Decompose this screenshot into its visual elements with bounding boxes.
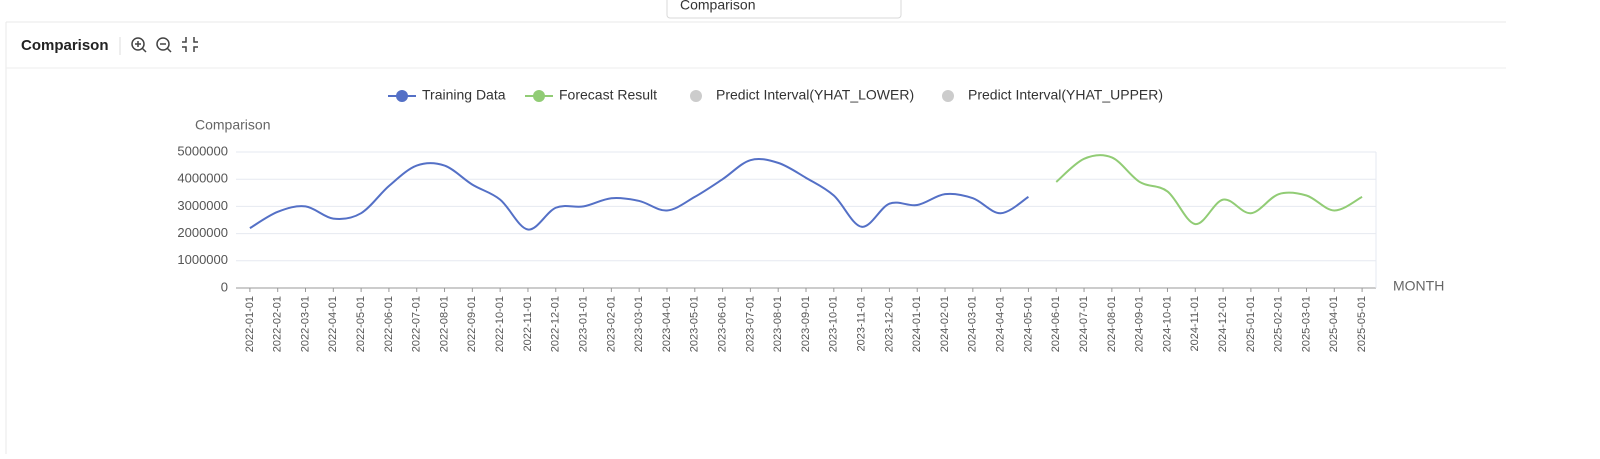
x-tick-label: 2023-01-01 [577,296,589,352]
y-tick-label: 2000000 [177,225,228,240]
x-tick-label: 2025-01-01 [1245,296,1257,352]
x-tick-label: 2022-09-01 [466,296,478,352]
x-tick-label: 2022-06-01 [383,296,395,352]
y-tick-label: 5000000 [177,143,228,158]
x-tick-label: 2022-03-01 [299,296,311,352]
x-tick-label: 2023-03-01 [633,296,645,352]
zoom-in[interactable] [131,37,147,53]
x-tick-label: 2024-03-01 [967,296,979,352]
x-tick-label: 2023-06-01 [716,296,728,352]
x-tick-label: 2023-12-01 [883,296,895,352]
x-tick-label: 2024-05-01 [1022,296,1034,352]
y-tick-label: 4000000 [177,171,228,186]
x-tick-label: 2024-02-01 [939,296,951,352]
x-tick-label: 2024-12-01 [1217,296,1229,352]
x-tick-label: 2025-02-01 [1273,296,1285,352]
y-tick-label: 0 [221,279,228,294]
legend-label: Training Data [422,87,506,103]
series-line [249,158,1029,231]
x-tick-label: 2025-03-01 [1300,296,1312,352]
legend-label: Predict Interval(YHAT_LOWER) [716,87,914,103]
legend-marker [396,90,408,102]
x-tick-label: 2022-05-01 [355,296,367,352]
x-tick-label: 2024-11-01 [1189,296,1201,351]
dropdown-text: Comparison [680,0,755,13]
y-tick-label: 3000000 [177,198,228,213]
x-tick-label: 2022-01-01 [244,296,256,352]
x-tick-label: 2024-10-01 [1161,296,1173,352]
x-tick-label: 2024-09-01 [1134,296,1146,352]
x-tick-label: 2022-07-01 [411,296,423,352]
x-tick-label: 2023-10-01 [828,296,840,352]
x-tick-label: 2022-04-01 [327,296,339,352]
legend-label: Forecast Result [559,87,657,103]
collapse[interactable] [182,37,198,52]
x-tick-label: 2024-07-01 [1078,296,1090,352]
x-tick-label: 2023-07-01 [744,296,756,352]
x-tick-label: 2022-12-01 [550,296,562,352]
dropdown[interactable] [666,0,902,19]
legend-marker [942,90,954,102]
x-tick-label: 2025-04-01 [1328,296,1340,352]
legend-label: Predict Interval(YHAT_UPPER) [968,87,1163,103]
x-tick-label: 2022-11-01 [522,296,534,351]
x-tick-label: 2023-11-01 [856,296,868,351]
x-tick-label: 2024-08-01 [1106,296,1118,352]
x-tick-label: 2022-02-01 [272,296,284,352]
panel-title: Comparison [21,37,109,54]
zoom-out[interactable] [156,37,172,53]
x-tick-label: 2023-08-01 [772,296,784,352]
x-tick-label: 2022-10-01 [494,296,506,352]
series-line [1055,154,1363,226]
x-tick-label: 2023-05-01 [689,296,701,352]
y-tick-label: 1000000 [177,252,228,267]
x-tick-label: 2023-02-01 [605,296,617,352]
x-tick-label: 2022-08-01 [438,296,450,352]
x-tick-label: 2024-06-01 [1050,296,1062,352]
legend-marker [690,90,702,102]
x-tick-label: 2024-04-01 [995,296,1007,352]
x-tick-label: 2024-01-01 [911,296,923,352]
y-axis-name: Comparison [195,117,270,133]
x-axis-name: MONTH [1393,278,1444,294]
legend-marker [533,90,545,102]
x-tick-label: 2025-05-01 [1356,296,1368,352]
x-tick-label: 2023-09-01 [800,296,812,352]
x-tick-label: 2023-04-01 [661,296,673,352]
